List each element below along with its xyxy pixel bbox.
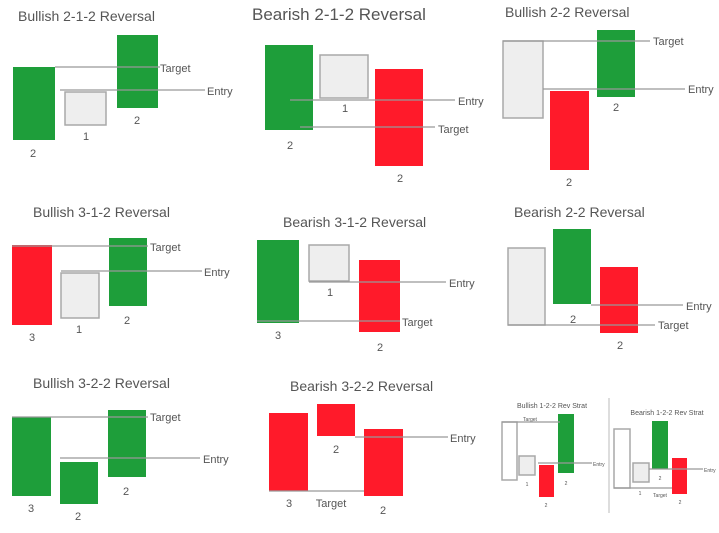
candle-label: 2 (570, 314, 576, 326)
candle-bullish (265, 45, 313, 130)
target-label: Target (316, 498, 347, 510)
entry-label: Entry (704, 468, 716, 474)
candle-label: 2 (124, 315, 130, 327)
candle-outline (613, 428, 631, 489)
candle-bullish (652, 421, 668, 469)
entry-label: Entry (458, 96, 484, 108)
pattern-title: Bullish 2-2 Reversal (505, 4, 630, 20)
target-label: Target (653, 493, 668, 499)
candle-bearish (600, 267, 638, 333)
candle-label: 3 (29, 332, 35, 344)
target-label: Target (402, 317, 433, 329)
candle-bullish (597, 30, 635, 97)
candle-bearish (375, 69, 423, 166)
candle-label: 1 (526, 482, 529, 488)
pattern-title: Bullish 3-2-2 Reversal (33, 375, 170, 391)
candle-bearish (317, 404, 355, 436)
candle-label: 2 (75, 511, 81, 523)
pattern-title: Bearish 2-2 Reversal (514, 204, 645, 220)
candle-bearish (359, 260, 400, 332)
candle-label: 1 (342, 103, 348, 115)
candle-label: 2 (397, 173, 403, 185)
candle-bullish (13, 67, 55, 140)
candle-label: 1 (83, 131, 89, 143)
pattern-title: Bearish 3-1-2 Reversal (283, 214, 426, 230)
target-label: Target (438, 124, 469, 136)
candle-label: 2 (123, 486, 129, 498)
target-label: Target (658, 320, 689, 332)
candle-label: 3 (28, 503, 34, 515)
entry-label: Entry (593, 462, 605, 468)
candle-label: 2 (380, 505, 386, 517)
candle-inside (518, 455, 536, 476)
candle-label: 2 (566, 177, 572, 189)
candle-label: 1 (327, 287, 333, 299)
target-label: Target (150, 242, 181, 254)
candle-bullish (117, 35, 158, 108)
candle-inside (502, 40, 544, 119)
candle-label: 1 (639, 491, 642, 497)
candle-label: 2 (613, 102, 619, 114)
candle-label: 2 (333, 444, 339, 456)
pattern-title: Bullish 3-1-2 Reversal (33, 204, 170, 220)
target-label: Target (160, 63, 191, 75)
candle-bearish (364, 429, 403, 496)
entry-label: Entry (203, 454, 229, 466)
entry-label: Entry (449, 278, 475, 290)
candle-label: 2 (134, 115, 140, 127)
entry-label: Entry (450, 433, 476, 445)
target-label: Target (150, 412, 181, 424)
candle-inside (60, 272, 100, 319)
candle-bullish (60, 462, 98, 504)
candle-bullish (558, 414, 574, 473)
candle-bearish (12, 245, 52, 325)
candle-bearish (672, 458, 687, 494)
candle-bullish (108, 410, 146, 477)
candle-inside (308, 244, 350, 282)
entry-label: Entry (204, 267, 230, 279)
pattern-title: Bearish 1-2-2 Rev Strat (630, 410, 703, 417)
candle-inside (632, 462, 650, 483)
candle-label: 2 (679, 500, 682, 506)
candle-label: 2 (565, 481, 568, 487)
candle-label: 2 (617, 340, 623, 352)
candle-inside (319, 54, 369, 99)
candle-label: 3 (275, 330, 281, 342)
candle-bearish (550, 91, 589, 170)
candle-bullish (12, 417, 51, 496)
candle-bullish (553, 229, 591, 304)
pattern-title: Bearish 2-1-2 Reversal (252, 5, 426, 24)
pattern-title: Bullish 1-2-2 Rev Strat (517, 403, 587, 410)
candle-label: 2 (30, 148, 36, 160)
pattern-title: Bullish 2-1-2 Reversal (18, 8, 155, 24)
candle-inside (507, 247, 546, 326)
candle-label: 2 (545, 503, 548, 509)
candle-label: 2 (377, 342, 383, 354)
candle-bearish (269, 413, 308, 491)
candle-bullish (109, 238, 147, 306)
entry-label: Entry (688, 84, 714, 96)
candle-label: 1 (76, 324, 82, 336)
candle-label: 3 (286, 498, 292, 510)
candle-inside (64, 91, 107, 126)
candle-bearish (539, 465, 554, 497)
entry-label: Entry (207, 86, 233, 98)
candle-outline (501, 421, 518, 481)
pattern-title: Bearish 3-2-2 Reversal (290, 378, 433, 394)
candle-label: 2 (287, 140, 293, 152)
candle-label: 2 (659, 476, 662, 482)
entry-label: Entry (686, 301, 712, 313)
target-label: Target (653, 36, 684, 48)
candle-bullish (257, 240, 299, 323)
target-label: Target (523, 417, 538, 423)
